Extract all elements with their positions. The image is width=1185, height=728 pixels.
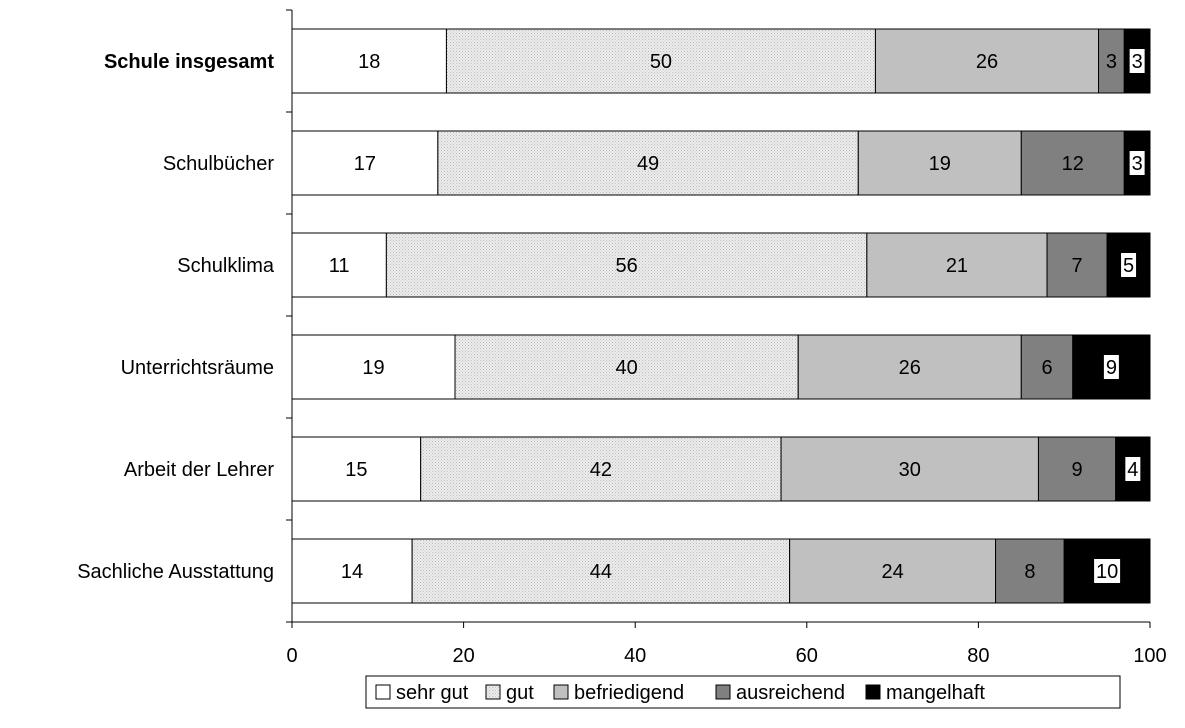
legend-label: ausreichend <box>736 682 845 704</box>
bar-segment <box>437 130 859 196</box>
data-label: 26 <box>899 357 921 379</box>
legend-swatch <box>485 684 501 700</box>
bar-segment <box>291 28 447 94</box>
y-category-label: Sachliche Ausstattung <box>77 561 274 583</box>
bar-segment <box>797 334 1022 400</box>
data-label: 7 <box>1072 255 1083 277</box>
data-label: 9 <box>1072 459 1083 481</box>
legend-swatch <box>865 684 881 700</box>
x-tick-label: 60 <box>796 645 818 667</box>
data-label: 40 <box>615 357 637 379</box>
data-label: 3 <box>1106 51 1117 73</box>
data-label-bg <box>1129 49 1145 73</box>
legend-swatch <box>553 684 569 700</box>
y-category-label: Schule insgesamt <box>104 51 274 73</box>
data-label: 15 <box>345 459 367 481</box>
data-label: 19 <box>929 153 951 175</box>
data-label: 6 <box>1041 357 1052 379</box>
x-tick-label: 0 <box>286 645 297 667</box>
data-label: 24 <box>881 561 903 583</box>
data-label-bg <box>1103 355 1119 379</box>
y-category-label: Unterrichtsräume <box>121 357 274 379</box>
data-label: 19 <box>362 357 384 379</box>
bar-segment <box>291 334 456 400</box>
data-label: 49 <box>637 153 659 175</box>
data-label: 26 <box>976 51 998 73</box>
data-label-bg <box>1125 457 1141 481</box>
data-label: 3 <box>1132 153 1143 175</box>
data-label-bg <box>1129 151 1145 175</box>
bar-segment <box>385 232 868 298</box>
legend-swatch <box>375 684 391 700</box>
data-label: 12 <box>1062 153 1084 175</box>
data-label-bg <box>1094 559 1121 583</box>
legend-label: sehr gut <box>396 682 469 704</box>
bar-segment <box>866 232 1048 298</box>
data-label: 14 <box>341 561 363 583</box>
data-label: 17 <box>354 153 376 175</box>
bar-segment <box>789 538 997 604</box>
x-tick-label: 20 <box>452 645 474 667</box>
data-label: 4 <box>1127 459 1138 481</box>
data-label: 50 <box>650 51 672 73</box>
x-tick-label: 100 <box>1133 645 1166 667</box>
bar-segment <box>291 232 387 298</box>
bar-segment <box>1037 436 1117 502</box>
y-category-label: Arbeit der Lehrer <box>124 459 274 481</box>
data-label: 11 <box>329 255 350 277</box>
bar-segment <box>1020 130 1125 196</box>
data-label: 30 <box>899 459 921 481</box>
legend: sehr gut gut befriedigend ausreichend mangel… <box>365 675 1121 709</box>
legend-label: befriedigend <box>574 682 684 704</box>
data-label: 18 <box>358 51 380 73</box>
bar-segment <box>1098 28 1125 94</box>
data-label: 8 <box>1024 561 1035 583</box>
data-label: 42 <box>590 459 612 481</box>
data-label: 21 <box>946 255 968 277</box>
bar-segment <box>411 538 791 604</box>
bar-segment <box>874 28 1100 94</box>
y-category-label: Schulbücher <box>163 153 275 175</box>
bar-segment <box>780 436 1039 502</box>
bar-segment <box>420 436 782 502</box>
data-label: 10 <box>1096 561 1118 583</box>
data-label: 56 <box>615 255 637 277</box>
legend-label: gut <box>506 682 534 704</box>
y-category-label: Schulklima <box>177 255 275 277</box>
data-label: 3 <box>1132 51 1143 73</box>
bar-segment <box>1020 334 1074 400</box>
legend-swatch <box>715 684 731 700</box>
data-label: 5 <box>1123 255 1134 277</box>
legend-label: mangelhaft <box>886 682 985 704</box>
bar-segment <box>291 538 413 604</box>
x-tick-label: 80 <box>967 645 989 667</box>
bar-segment <box>995 538 1065 604</box>
data-label-bg <box>1121 253 1137 277</box>
bar-segment <box>291 130 439 196</box>
data-label: 9 <box>1106 357 1117 379</box>
x-tick-label: 40 <box>624 645 646 667</box>
data-label: 44 <box>590 561 612 583</box>
bar-segment <box>1046 232 1108 298</box>
bar-segment <box>454 334 799 400</box>
